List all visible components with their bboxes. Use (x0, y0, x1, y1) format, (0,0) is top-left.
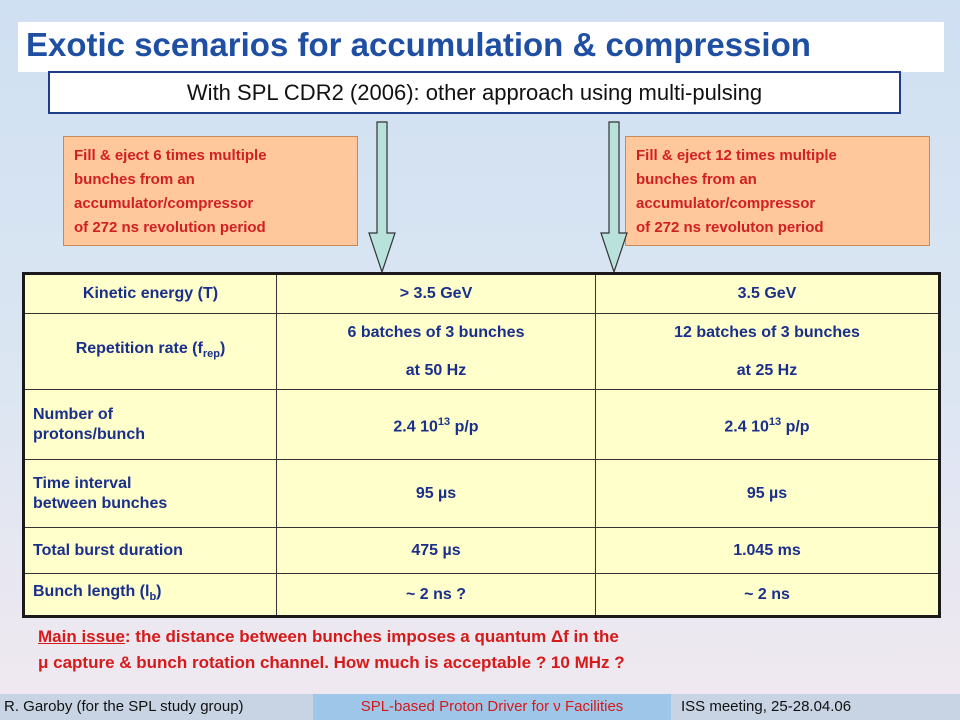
main-issue-text: Main issue: the distance between bunches… (38, 627, 625, 672)
down-arrow-icon (368, 121, 396, 273)
cell-scenario-1: 95 µs (276, 459, 596, 528)
note-right-line: of 272 ns revoluton period (636, 219, 824, 236)
row-label: Kinetic energy (T) (23, 273, 277, 314)
footer: R. Garoby (for the SPL study group) SPL-… (0, 694, 960, 720)
row-label: Time interval between bunches (23, 459, 277, 528)
table-row: Repetition rate (frep) 6 batches of 3 bu… (23, 313, 940, 390)
subtitle-text: With SPL CDR2 (2006): other approach usi… (186, 80, 763, 105)
row-label: Number of protons/bunch (23, 389, 277, 460)
note-right-line: accumulator/compressor (636, 195, 816, 212)
note-right-line: bunches from an (636, 171, 757, 188)
cell-scenario-1: > 3.5 GeV (276, 273, 596, 314)
table-row: Number of protons/bunch 2.4 1013 p/p 2.4 … (23, 389, 940, 460)
parameter-table: Kinetic energy (T) > 3.5 GeV 3.5 GeV Rep… (22, 272, 941, 618)
note-right-line: Fill & eject 12 times multiple (636, 147, 837, 164)
footer-event: SPL-based Proton Driver for ν Facilities (313, 694, 671, 720)
main-issue-lead: Main issue (38, 627, 125, 646)
table-row: Kinetic energy (T) > 3.5 GeV 3.5 GeV (23, 273, 940, 314)
cell-scenario-2: 2.4 1013 p/p (595, 389, 940, 460)
note-left: Fill & eject 6 times multiple bunches fr… (63, 136, 358, 246)
cell-scenario-2: ~ 2 ns (595, 573, 940, 617)
footer-author: R. Garoby (for the SPL study group) (0, 694, 313, 720)
row-label: Bunch length (lb) (23, 573, 277, 617)
cell-scenario-2: 95 µs (595, 459, 940, 528)
footer-meeting: ISS meeting, 25-28.04.06 (671, 694, 960, 720)
cell-scenario-1: ~ 2 ns ? (276, 573, 596, 617)
cell-scenario-1: 475 µs (276, 527, 596, 574)
slide-title: Exotic scenarios for accumulation & comp… (26, 26, 811, 63)
cell-scenario-1: 6 batches of 3 bunches at 50 Hz (276, 313, 596, 390)
cell-scenario-1: 2.4 1013 p/p (276, 389, 596, 460)
note-left-line: bunches from an (74, 171, 195, 188)
note-left-line: accumulator/compressor (74, 195, 254, 212)
cell-scenario-2: 12 batches of 3 bunches at 25 Hz (595, 313, 940, 390)
table-row: Bunch length (lb) ~ 2 ns ? ~ 2 ns (23, 573, 940, 617)
table-row: Time interval between bunches 95 µs 95 µs (23, 459, 940, 528)
note-right: Fill & eject 12 times multiple bunches f… (625, 136, 930, 246)
cell-scenario-2: 3.5 GeV (595, 273, 940, 314)
subtitle-box: With SPL CDR2 (2006): other approach usi… (48, 71, 901, 114)
down-arrow-icon (600, 121, 628, 273)
table-row: Total burst duration 475 µs 1.045 ms (23, 527, 940, 574)
note-left-line: Fill & eject 6 times multiple (74, 147, 267, 164)
cell-scenario-2: 1.045 ms (595, 527, 940, 574)
row-label: Repetition rate (frep) (23, 313, 277, 390)
note-left-line: of 272 ns revolution period (74, 219, 266, 236)
title-band (18, 22, 944, 72)
row-label: Total burst duration (23, 527, 277, 574)
